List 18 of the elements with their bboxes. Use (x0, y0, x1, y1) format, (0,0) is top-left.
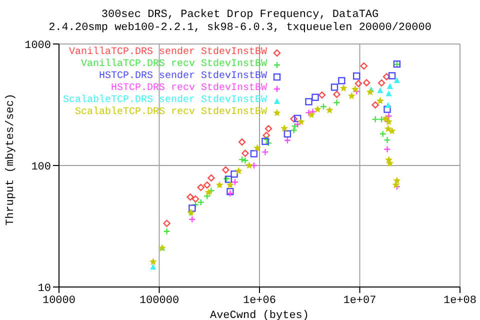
x-tick-label: 100000 (139, 294, 180, 307)
legend-label: HSTCP.DRS recv StdevInstBW (111, 83, 268, 94)
x-tick-label: 1e+06 (242, 294, 276, 307)
legend-label: HSTCP.DRS sender StdevInstBW (99, 71, 268, 82)
y-tick-label: 100 (31, 161, 51, 174)
y-axis-title: Thruput (mbytes/sec) (4, 93, 17, 226)
chart-title: 300sec DRS, Packet Drop Frequency, DataTAG (100, 9, 380, 22)
legend-label: ScalableTCP.DRS recv StdevInstBW (75, 107, 268, 119)
x-axis-title: AveCwnd (bytes) (210, 310, 310, 320)
legend-label: VanillaTCP.DRS sender StdevInstBW (69, 47, 268, 58)
legend-label: ScalableTCP.DRS sender StdevInstBW (63, 95, 268, 106)
x-tick-label: 1e+08 (443, 294, 477, 307)
x-tick-label: 10000 (42, 294, 76, 307)
x-tick-label: 1e+07 (343, 294, 376, 307)
y-tick-label: 10 (38, 282, 51, 295)
legend-label: VanillaTCP.DRS recv StdevInstBW (81, 59, 268, 70)
chart-subtitle: 2.4.20smp web100-2.2.1, sk98-6.0.3, txqueuelen 20000/20000 (48, 22, 432, 35)
y-tick-label: 1000 (24, 40, 51, 52)
